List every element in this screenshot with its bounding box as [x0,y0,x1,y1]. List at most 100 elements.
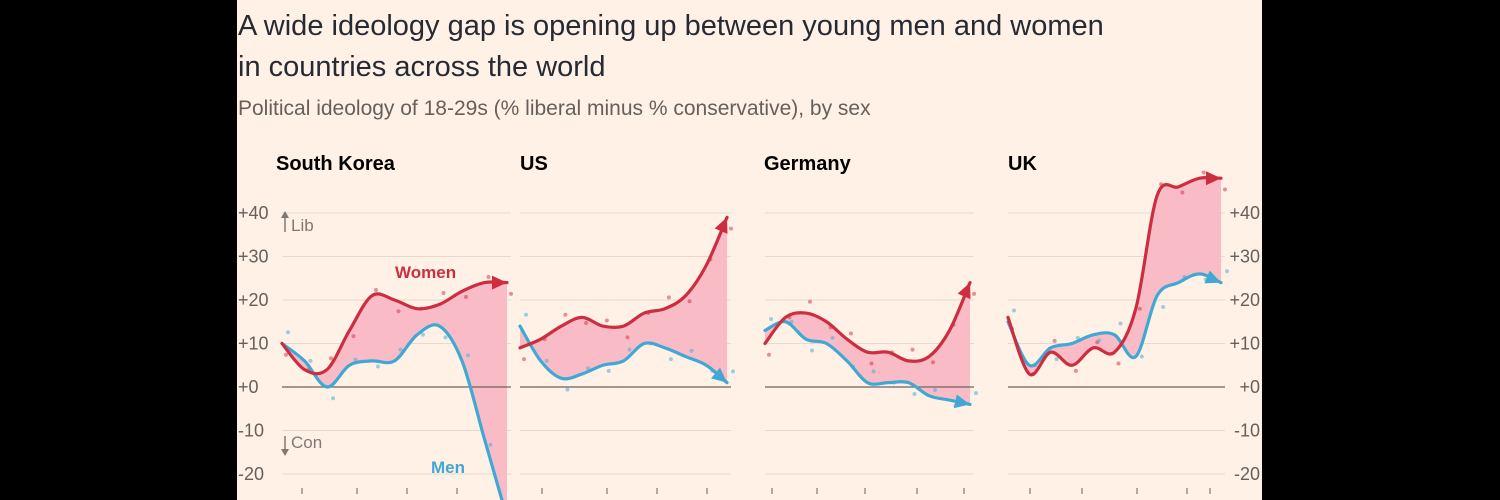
germany-men-point [871,369,876,374]
germany-women-arrow [957,282,971,300]
south-korea-women-point [284,352,288,357]
right-y-tick-label: -20 [1234,464,1260,484]
uk-men-arrow [1204,270,1221,284]
chart-title: A wide ideology gap is opening up betwee… [238,6,1238,88]
con-label: Con [291,433,322,452]
germany-men-point [830,335,835,340]
uk-men-point [1161,304,1166,309]
title-line-2: in countries across the world [238,51,606,83]
germany-men-line [763,320,972,406]
us-women-point [625,335,630,340]
us-men-point [731,369,735,374]
germany-gap-area [765,282,970,405]
south-korea-men-point [308,358,313,363]
uk-women-point [1180,190,1185,195]
right-y-tick-label: -10 [1234,421,1260,441]
uk-women-point [1223,187,1227,192]
south-korea-women-point [329,356,333,361]
south-korea-men-line [280,323,504,500]
south-korea-gap-area [282,281,507,500]
south-korea-women-line [280,280,509,376]
south-korea-men-point [421,332,425,337]
us-men-point [689,348,694,353]
left-y-tick-label: +0 [238,377,259,397]
us-women-point [522,357,526,362]
germany-panel-title: Germany [764,153,852,175]
uk-men-point [1225,269,1229,274]
right-y-tick-label: +0 [1239,377,1260,397]
south-korea-men-point [286,330,290,335]
us-women-point [563,312,568,317]
germany-men-point [769,317,773,322]
us-women-point [604,318,609,323]
us-women-point [729,226,733,231]
uk-men-point [1012,308,1016,313]
chart-panel: A wide ideology gap is opening up betwee… [237,0,1262,500]
us-women-line [518,215,729,350]
uk-women-point [1137,306,1142,311]
germany-men-point [810,348,814,353]
right-y-tick-label: +10 [1229,334,1260,354]
germany-men-arrow [953,394,970,409]
us-men-arrow [711,367,727,383]
uk-women-arrow [1206,171,1221,186]
us-men-line [518,324,729,385]
uk-gap-area [1008,177,1221,375]
south-korea-women-arrow [492,275,507,290]
left-y-tick-label: +40 [238,203,269,223]
uk-women-point [1052,338,1057,343]
uk-women-point [1201,170,1206,175]
us-women-point [584,321,589,326]
south-korea-women-point [464,294,468,299]
south-korea-men-point [488,442,493,447]
south-korea-men-point [443,335,448,340]
uk-women-point [1073,368,1078,373]
chart-subtitle: Political ideology of 18-29s (% liberal … [238,97,871,120]
germany-women-point [849,331,853,336]
us-men-point [565,387,570,392]
uk-men-line [1006,272,1223,368]
germany-men-point [974,391,978,396]
south-korea-women-point [509,291,513,296]
men-series-label: Men [431,458,465,477]
south-korea-women-point [486,274,491,279]
south-korea-women-point [441,291,446,296]
uk-panel-title: UK [1008,153,1037,175]
us-men-point [586,366,591,371]
left-y-tick-label: -10 [238,421,264,441]
uk-men-point [1097,338,1102,343]
us-women-point [687,299,692,304]
us-gap-area [520,217,727,383]
south-korea-men-point [331,396,335,401]
us-women-arrow [714,217,728,234]
germany-women-point [972,291,976,296]
us-panel-title: US [520,153,548,175]
women-series-label: Women [395,263,456,282]
title-line-1: A wide ideology gap is opening up betwee… [238,10,1104,42]
right-y-tick-label: +20 [1229,290,1260,310]
south-korea-men-point [376,364,380,369]
us-men-point [544,358,549,363]
uk-men-point [1054,357,1059,362]
south-korea-women-point [351,334,356,339]
left-y-tick-label: +30 [238,247,269,267]
lib-label: Lib [291,216,314,235]
south-korea-women-point [396,309,401,314]
south-korea-men-point [466,353,470,358]
left-y-tick-label: +10 [238,334,269,354]
germany-women-point [869,361,874,366]
us-women-point [666,295,671,300]
germany-women-point [910,347,915,352]
left-y-tick-label: -20 [238,464,264,484]
us-men-point [627,347,632,352]
uk-women-line [1006,175,1223,377]
us-men-point [606,368,611,373]
germany-women-point [767,352,771,357]
uk-men-point [1118,321,1123,326]
south-korea-men-point [398,347,403,352]
lib-arrow-icon [281,211,289,218]
germany-women-point [931,360,935,365]
con-arrow-icon [281,449,289,456]
us-men-point [668,357,673,362]
germany-women-point [808,299,812,304]
